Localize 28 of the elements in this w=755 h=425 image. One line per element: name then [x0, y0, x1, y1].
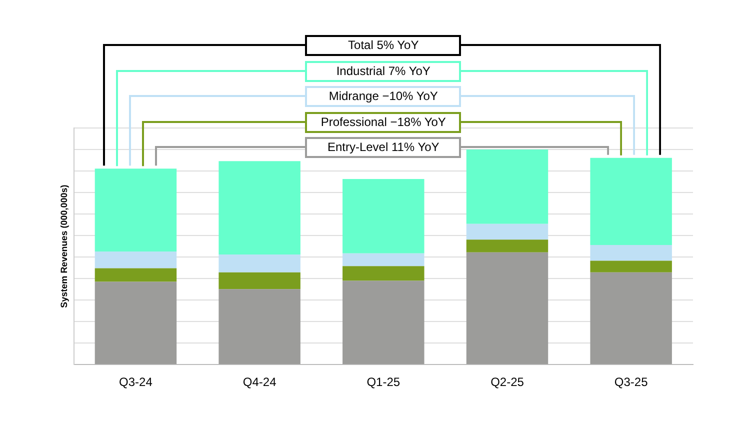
bar [590, 272, 672, 364]
bar [342, 266, 424, 281]
bar [218, 161, 300, 254]
x-tick-label: Q4-24 [242, 375, 277, 390]
x-tick-label: Q3-24 [119, 375, 153, 390]
bar [94, 282, 177, 364]
bar [590, 260, 672, 272]
y-axis-title: System Revenues (000,000s) [58, 184, 69, 308]
x-tick-label: Q3-25 [614, 375, 648, 390]
bar [466, 150, 548, 224]
annotation: Entry-Level 11% YoY [305, 137, 462, 158]
bar [94, 268, 177, 282]
bar [94, 168, 177, 252]
bar [94, 251, 177, 268]
bar [218, 254, 300, 272]
bar [466, 224, 548, 240]
x-tick-label: Q1-25 [366, 375, 400, 390]
bar [342, 178, 424, 254]
bar [590, 245, 672, 261]
bracket-callout: Entry-Level 11% YoY [154, 137, 609, 167]
bar [218, 272, 300, 290]
bar [342, 280, 424, 364]
bar [342, 253, 424, 266]
bar [466, 252, 548, 364]
bar [218, 289, 300, 364]
bar [466, 240, 548, 252]
bar [590, 158, 672, 246]
x-tick-label: Q2-25 [490, 375, 524, 390]
